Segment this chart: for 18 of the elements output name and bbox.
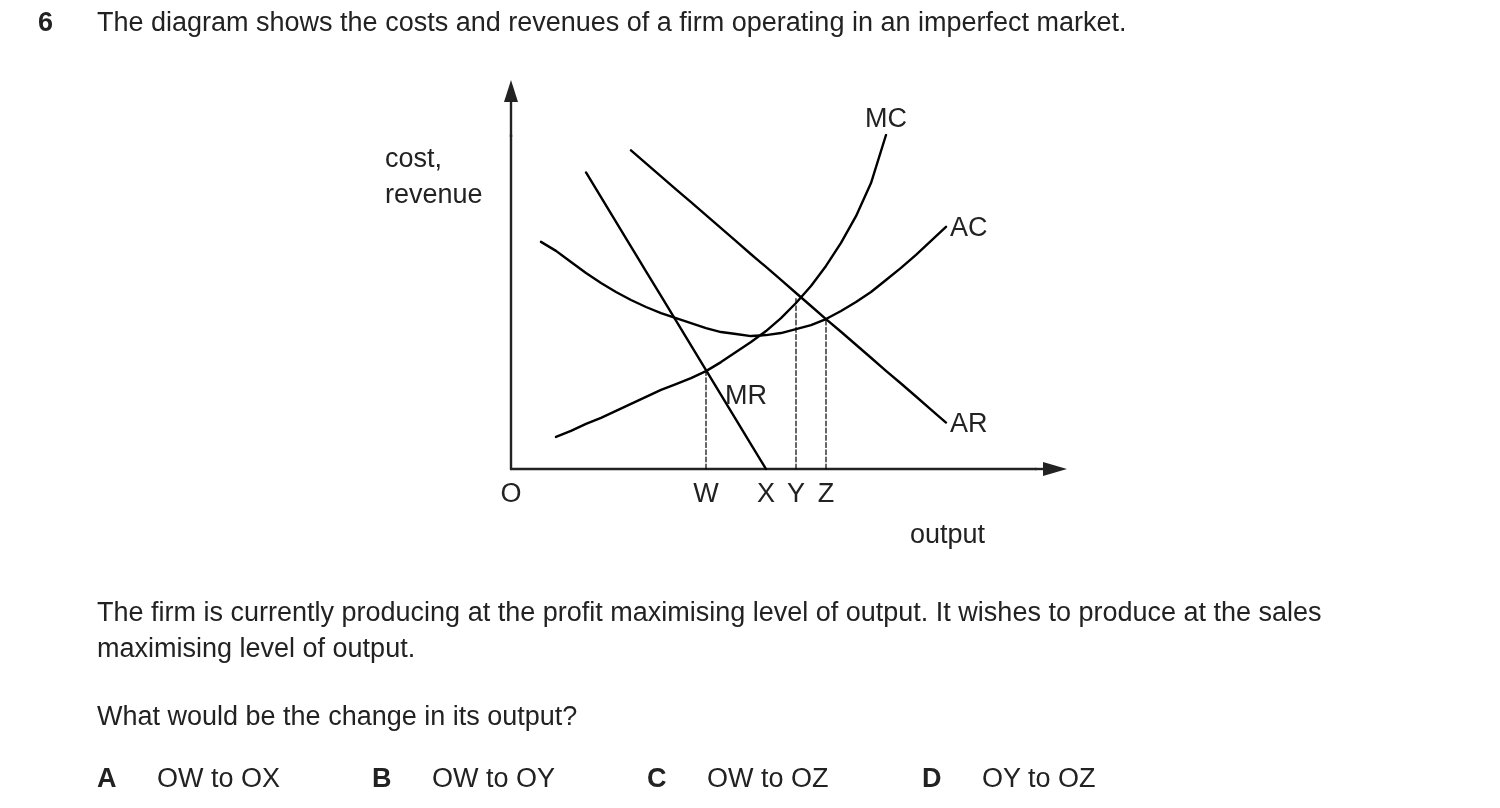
x-tick-label: Y [786,477,806,508]
x-tick-label: Z [817,477,835,508]
text: A OW to OX [97,762,281,793]
series-label: AC [950,211,988,242]
chart-title: 6 The diagram shows the costs and revenues of a firm operating in an imperfect market. [38,6,1127,37]
series-label: MC [865,102,907,133]
x-axis-title: output [910,518,986,549]
x-tick-label: W [693,477,720,508]
text: D OY to OZ [922,762,1096,793]
series-label: AR [950,407,988,438]
text: The firm is currently producing at the profit maximising level of output. It wishes to produce at the sales maximising level of output. [97,597,1330,663]
x-tick-label: X [756,477,776,508]
text: B OW to OY [372,762,556,793]
series-label: MR [725,379,767,410]
y-axis-title: cost, revenue [385,143,483,209]
text: C OW to OZ [647,762,829,793]
text: What would be the change in its output? [97,700,578,731]
x-tick-label: O [500,477,522,508]
